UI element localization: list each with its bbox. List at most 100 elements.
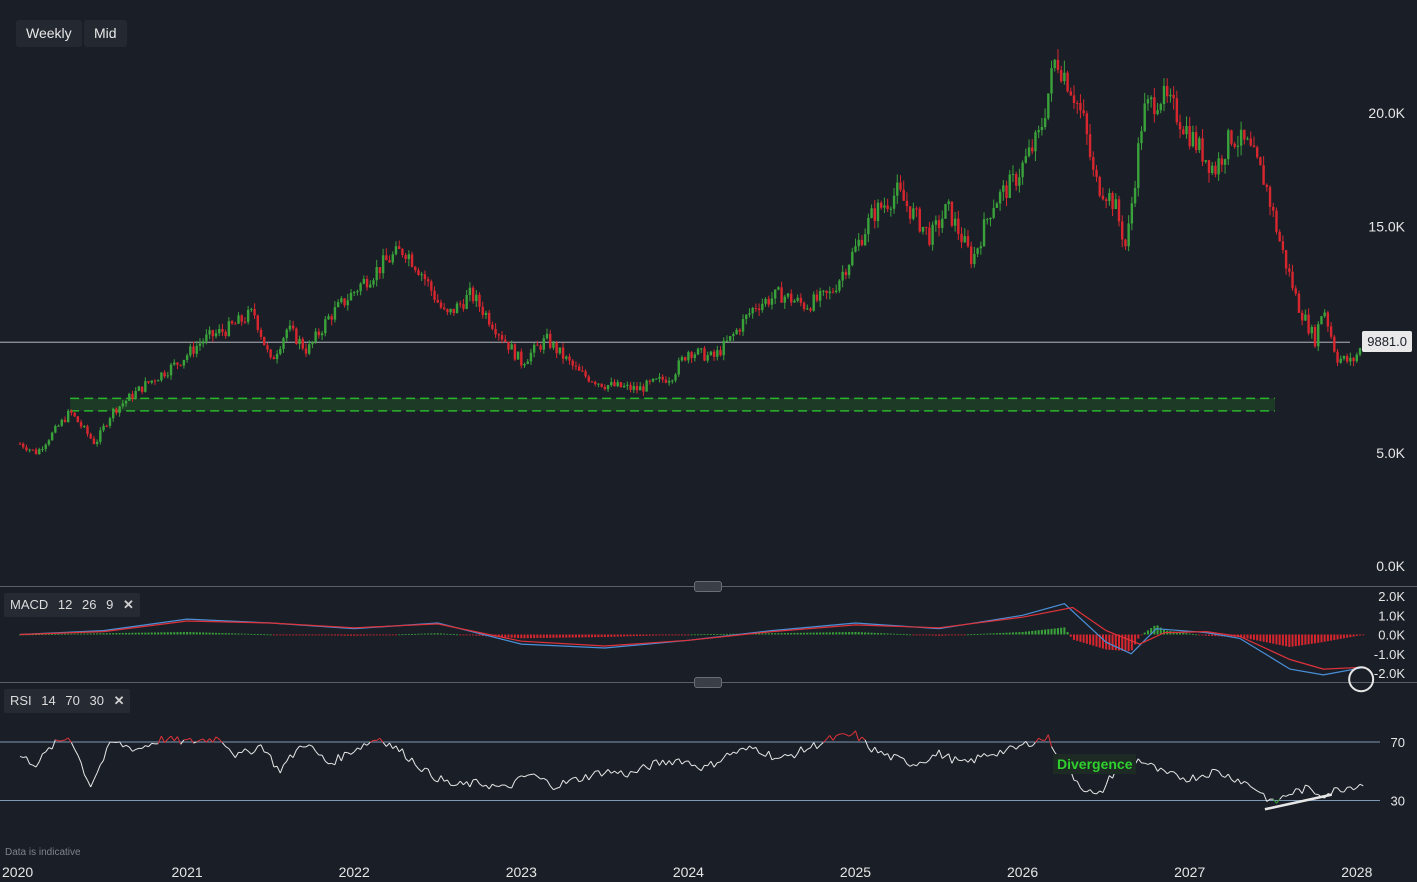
candle-body xyxy=(336,302,340,308)
rsi-segment xyxy=(697,768,702,772)
rsi-segment xyxy=(559,779,564,788)
rsi-segment xyxy=(1137,758,1142,764)
candle-body xyxy=(831,291,835,293)
macd-signal: 9 xyxy=(106,597,114,612)
macd-histogram-bar xyxy=(857,632,860,635)
macd-histogram-bar xyxy=(1114,634,1117,651)
macd-indicator-tag[interactable]: MACD 12 26 9 ✕ xyxy=(4,593,140,617)
candle-body xyxy=(642,386,645,392)
candle-body xyxy=(722,340,725,356)
rsi-segment xyxy=(331,762,336,766)
macd-histogram-bar xyxy=(1359,634,1362,636)
macd-histogram-bar xyxy=(369,634,372,636)
rsi-segment xyxy=(925,759,930,764)
rsi-segment xyxy=(160,735,166,743)
rsi-pane-resize-handle[interactable] xyxy=(694,677,722,688)
candle-body xyxy=(31,449,35,451)
macd-histogram-bar xyxy=(1175,631,1178,635)
macd-histogram-bar xyxy=(1342,634,1345,639)
macd-histogram-bar xyxy=(112,633,115,635)
candle-body xyxy=(989,217,992,220)
candle-body xyxy=(1210,165,1214,173)
candle-body xyxy=(880,202,883,208)
macd-histogram-bar xyxy=(198,632,201,635)
rsi-segment xyxy=(498,784,503,788)
macd-pane-resize-handle[interactable] xyxy=(694,581,722,592)
rsi-segment xyxy=(209,738,214,743)
rsi-segment xyxy=(1337,787,1342,793)
macd-histogram-bar xyxy=(224,633,227,635)
macd-histogram-bar xyxy=(860,632,863,635)
macd-histogram-bar xyxy=(973,634,976,635)
candle-body xyxy=(1201,138,1204,162)
macd-histogram-bar xyxy=(1346,634,1349,638)
rsi-segment xyxy=(405,758,410,762)
time-axis-tick: 2025 xyxy=(840,864,871,880)
candle-body xyxy=(700,348,703,350)
rsi-indicator-tag[interactable]: RSI 14 70 30 ✕ xyxy=(4,689,131,713)
macd-histogram-bar xyxy=(83,633,86,635)
candle-body xyxy=(153,380,157,382)
rsi-segment xyxy=(871,746,876,753)
rsi-segment xyxy=(504,784,509,788)
macd-histogram-bar xyxy=(999,633,1002,635)
rsi-segment xyxy=(787,754,792,757)
rsi-segment xyxy=(251,751,255,755)
macd-histogram-bar xyxy=(533,634,536,639)
macd-axis-tick: 0.0K xyxy=(1378,628,1405,643)
candle-body xyxy=(179,364,182,366)
candle-body xyxy=(1101,195,1105,200)
candle-body xyxy=(484,312,488,315)
rsi-segment xyxy=(401,748,407,759)
rsi-segment xyxy=(376,737,381,741)
candle-body xyxy=(1262,165,1265,185)
candle-body xyxy=(211,330,215,337)
rsi-segment xyxy=(116,741,120,744)
macd-histogram-bar xyxy=(1172,631,1175,635)
candle-body xyxy=(70,410,73,413)
rsi-segment xyxy=(228,748,233,754)
macd-histogram-bar xyxy=(205,632,208,635)
candle-body xyxy=(1239,129,1243,146)
rsi-segment xyxy=(768,750,773,760)
macd-histogram-bar xyxy=(472,634,475,636)
rsi-segment xyxy=(218,738,223,744)
candle-body xyxy=(381,255,385,274)
macd-histogram-bar xyxy=(202,632,205,635)
rsi-segment xyxy=(411,757,416,765)
rsi-segment xyxy=(533,773,538,777)
candle-body xyxy=(526,361,529,364)
macd-histogram-bar xyxy=(1179,632,1182,635)
candle-body xyxy=(1182,129,1185,135)
candle-body xyxy=(54,426,57,433)
rsi-segment xyxy=(453,784,458,787)
candle-body xyxy=(1329,326,1333,337)
rsi-segment xyxy=(145,745,149,748)
macd-close-icon[interactable]: ✕ xyxy=(122,597,134,612)
macd-histogram-bar xyxy=(957,634,960,636)
macd-histogram-bar xyxy=(1063,627,1066,635)
divergence-annotation: Divergence xyxy=(1053,754,1137,774)
candle-body xyxy=(523,363,526,366)
candle-body xyxy=(1307,314,1310,334)
macd-histogram-bar xyxy=(63,633,66,635)
rsi-segment xyxy=(938,749,943,759)
macd-histogram-bar xyxy=(465,634,468,636)
rsi-segment xyxy=(148,743,153,747)
macd-histogram-bar xyxy=(192,632,195,635)
time-axis-tick: 2022 xyxy=(339,864,370,880)
candle-body xyxy=(799,297,803,303)
timeframe-weekly-button[interactable]: Weekly xyxy=(16,20,82,47)
macd-histogram-bar xyxy=(677,634,680,636)
price-type-mid-button[interactable]: Mid xyxy=(84,20,127,47)
macd-histogram-bar xyxy=(125,632,128,635)
candle-body xyxy=(712,351,716,357)
rsi-close-icon[interactable]: ✕ xyxy=(113,693,125,708)
candle-body xyxy=(67,410,70,422)
rsi-segment xyxy=(562,779,567,784)
candle-body xyxy=(986,219,989,221)
rsi-segment xyxy=(222,742,227,747)
candle-body xyxy=(513,344,517,360)
macd-histogram-bar xyxy=(915,634,918,636)
